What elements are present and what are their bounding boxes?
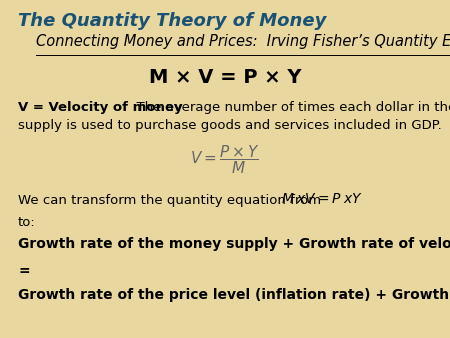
Text: $\mathit{V} = \dfrac{\mathit{P} \times \mathit{Y}}{\mathit{M}}$: $\mathit{V} = \dfrac{\mathit{P} \times \… — [190, 144, 260, 176]
Text: The Quantity Theory of Money: The Quantity Theory of Money — [18, 12, 326, 30]
Text: $\mathit{M} \; x\mathit{V} = \mathit{P} \; x\mathit{Y}$: $\mathit{M} \; x\mathit{V} = \mathit{P} … — [281, 192, 364, 206]
Text: V = Velocity of money: V = Velocity of money — [18, 101, 183, 114]
Text: We can transform the quantity equation from: We can transform the quantity equation f… — [18, 194, 325, 207]
Text: Growth rate of the price level (inflation rate) + Growth rate of real  output: Growth rate of the price level (inflatio… — [18, 288, 450, 302]
Text: The average number of times each dollar in the money: The average number of times each dollar … — [128, 101, 450, 114]
Text: =: = — [18, 264, 30, 278]
Text: Connecting Money and Prices:  Irving Fisher’s Quantity Equation: Connecting Money and Prices: Irving Fish… — [36, 34, 450, 49]
Text: supply is used to purchase goods and services included in GDP.: supply is used to purchase goods and ser… — [18, 119, 442, 132]
Text: M × V = P × Y: M × V = P × Y — [149, 68, 301, 87]
Text: to:: to: — [18, 216, 36, 229]
Text: Growth rate of the money supply + Growth rate of velocity: Growth rate of the money supply + Growth… — [18, 237, 450, 250]
